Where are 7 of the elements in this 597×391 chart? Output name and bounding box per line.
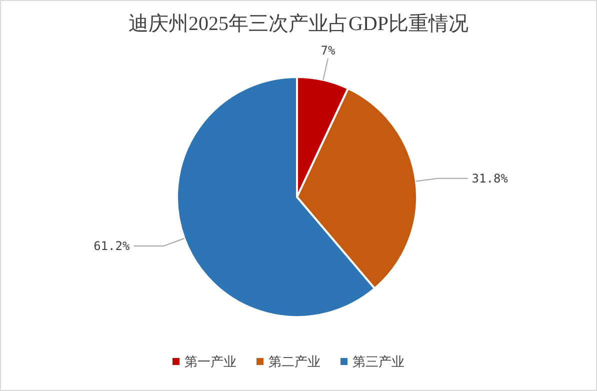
- legend-label: 第三产业: [352, 354, 404, 369]
- data-label: 7%: [320, 43, 336, 58]
- legend-label: 第一产业: [184, 354, 236, 369]
- data-label: 61.2%: [94, 238, 130, 253]
- chart-title: 迪庆州2025年三次产业占GDP比重情况: [128, 13, 469, 35]
- data-label: 31.8%: [472, 171, 509, 186]
- legend-label: 第二产业: [268, 354, 320, 369]
